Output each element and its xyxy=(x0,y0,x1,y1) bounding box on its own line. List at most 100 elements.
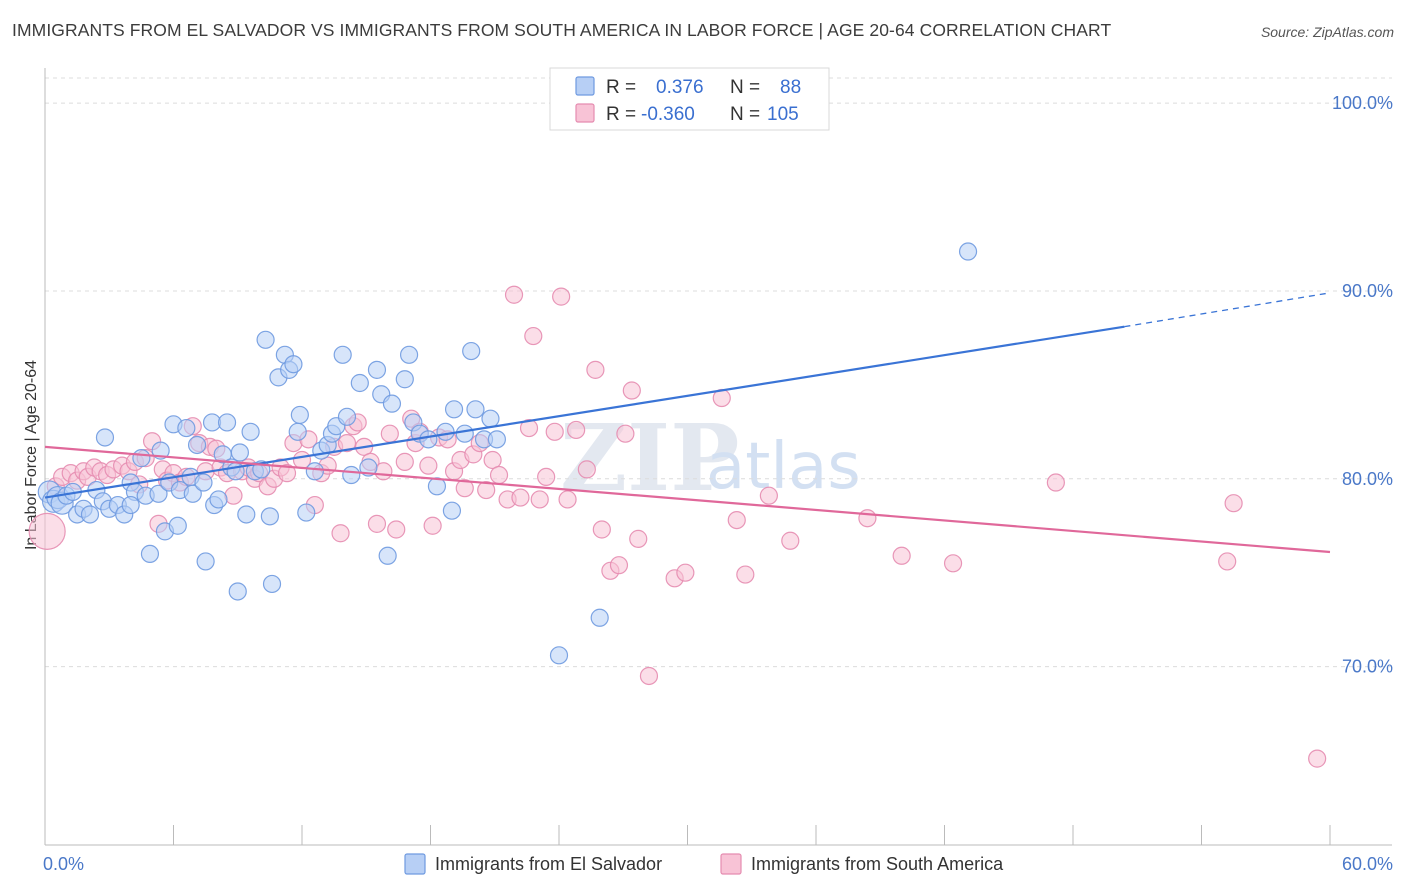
bottom-legend-label-blue: Immigrants from El Salvador xyxy=(435,854,662,874)
watermark: ZIP atlas xyxy=(560,404,861,512)
data-point xyxy=(260,507,279,526)
data-point xyxy=(395,370,414,389)
trend-line-el-salvador-extension xyxy=(1124,292,1331,328)
y-tick-label: 80.0% xyxy=(1342,469,1393,489)
data-point xyxy=(28,512,66,550)
data-point xyxy=(419,456,438,475)
data-point xyxy=(194,473,213,492)
data-point xyxy=(151,441,170,460)
y-tick-label: 100.0% xyxy=(1332,93,1393,113)
legend-n-value-2: 105 xyxy=(767,104,799,125)
data-point xyxy=(367,360,387,379)
data-point xyxy=(481,409,500,428)
data-point xyxy=(558,490,577,509)
legend-r-value-2: -0.360 xyxy=(641,104,695,125)
axes xyxy=(44,68,1392,846)
data-point xyxy=(305,462,324,481)
data-point xyxy=(892,546,911,565)
data-point xyxy=(549,646,569,665)
source-label: Source: ZipAtlas.com xyxy=(1260,24,1394,40)
data-point xyxy=(1308,749,1327,768)
data-point xyxy=(427,477,447,496)
bottom-legend-swatch-pink xyxy=(720,853,742,875)
data-point xyxy=(149,484,168,503)
data-point xyxy=(423,516,442,535)
trend-line-south-america xyxy=(44,445,1331,554)
x-tick-labels: 0.0% 60.0% xyxy=(43,854,1393,874)
data-point xyxy=(378,546,397,565)
data-point xyxy=(567,420,586,440)
data-point xyxy=(290,405,309,425)
data-point xyxy=(80,505,100,524)
data-point xyxy=(455,424,474,443)
data-point xyxy=(545,422,564,441)
data-point xyxy=(374,462,393,481)
data-point xyxy=(241,422,260,441)
legend-n-value-1: 88 xyxy=(780,77,801,98)
data-point xyxy=(262,574,282,594)
legend-n-label-1: N = xyxy=(730,77,760,98)
data-point xyxy=(226,462,245,481)
data-point xyxy=(337,407,357,426)
data-point xyxy=(382,394,402,413)
data-point xyxy=(759,486,778,505)
data-point xyxy=(177,418,196,438)
legend-r-label-1: R = xyxy=(606,77,636,98)
x-tick-label: 60.0% xyxy=(1342,854,1393,874)
legend-n-label-2: N = xyxy=(730,104,760,125)
data-point xyxy=(228,582,247,601)
data-point xyxy=(284,355,303,374)
data-point xyxy=(380,424,399,443)
data-point xyxy=(592,520,611,539)
data-point xyxy=(395,452,414,471)
data-point xyxy=(609,556,629,575)
data-point xyxy=(1046,473,1065,492)
data-point xyxy=(187,435,207,455)
data-point xyxy=(209,490,228,509)
y-axis-label: In Labor Force | Age 20-64 xyxy=(23,360,40,550)
data-point xyxy=(586,360,605,379)
data-point xyxy=(519,418,539,438)
data-point xyxy=(168,516,187,535)
data-point xyxy=(727,510,746,530)
legend-r-label-2: R = xyxy=(606,104,636,125)
data-point xyxy=(943,554,963,573)
data-point xyxy=(537,467,556,487)
data-point xyxy=(256,330,275,349)
data-point xyxy=(342,465,361,485)
data-point xyxy=(183,484,202,503)
data-point xyxy=(277,464,297,483)
data-point xyxy=(639,666,659,686)
y-tick-label: 70.0% xyxy=(1342,657,1393,677)
data-point xyxy=(629,529,648,548)
data-point xyxy=(524,326,543,346)
data-point xyxy=(552,287,571,306)
data-point xyxy=(616,424,635,443)
y-tick-labels: 100.0% 90.0% 80.0% 70.0% xyxy=(1332,93,1393,676)
data-point xyxy=(224,486,243,505)
data-point xyxy=(781,531,800,550)
series-south-america xyxy=(28,285,1327,768)
data-point xyxy=(511,488,530,507)
data-point xyxy=(455,479,474,498)
data-point xyxy=(622,381,641,400)
data-point xyxy=(399,345,419,364)
data-point xyxy=(444,400,464,419)
data-point xyxy=(333,345,352,364)
data-point xyxy=(1218,552,1237,571)
trend-lines xyxy=(44,292,1331,554)
data-point xyxy=(736,565,755,584)
data-point xyxy=(95,428,115,447)
trend-line-el-salvador xyxy=(44,325,1125,499)
data-point xyxy=(442,501,462,520)
data-point xyxy=(530,490,549,509)
data-point xyxy=(462,341,481,361)
data-point xyxy=(419,430,438,449)
data-point xyxy=(858,509,877,528)
data-point xyxy=(436,422,455,441)
data-point xyxy=(288,422,307,441)
bottom-legend-label-pink: Immigrants from South America xyxy=(751,854,1004,874)
data-point xyxy=(487,430,506,449)
data-point xyxy=(483,450,502,470)
